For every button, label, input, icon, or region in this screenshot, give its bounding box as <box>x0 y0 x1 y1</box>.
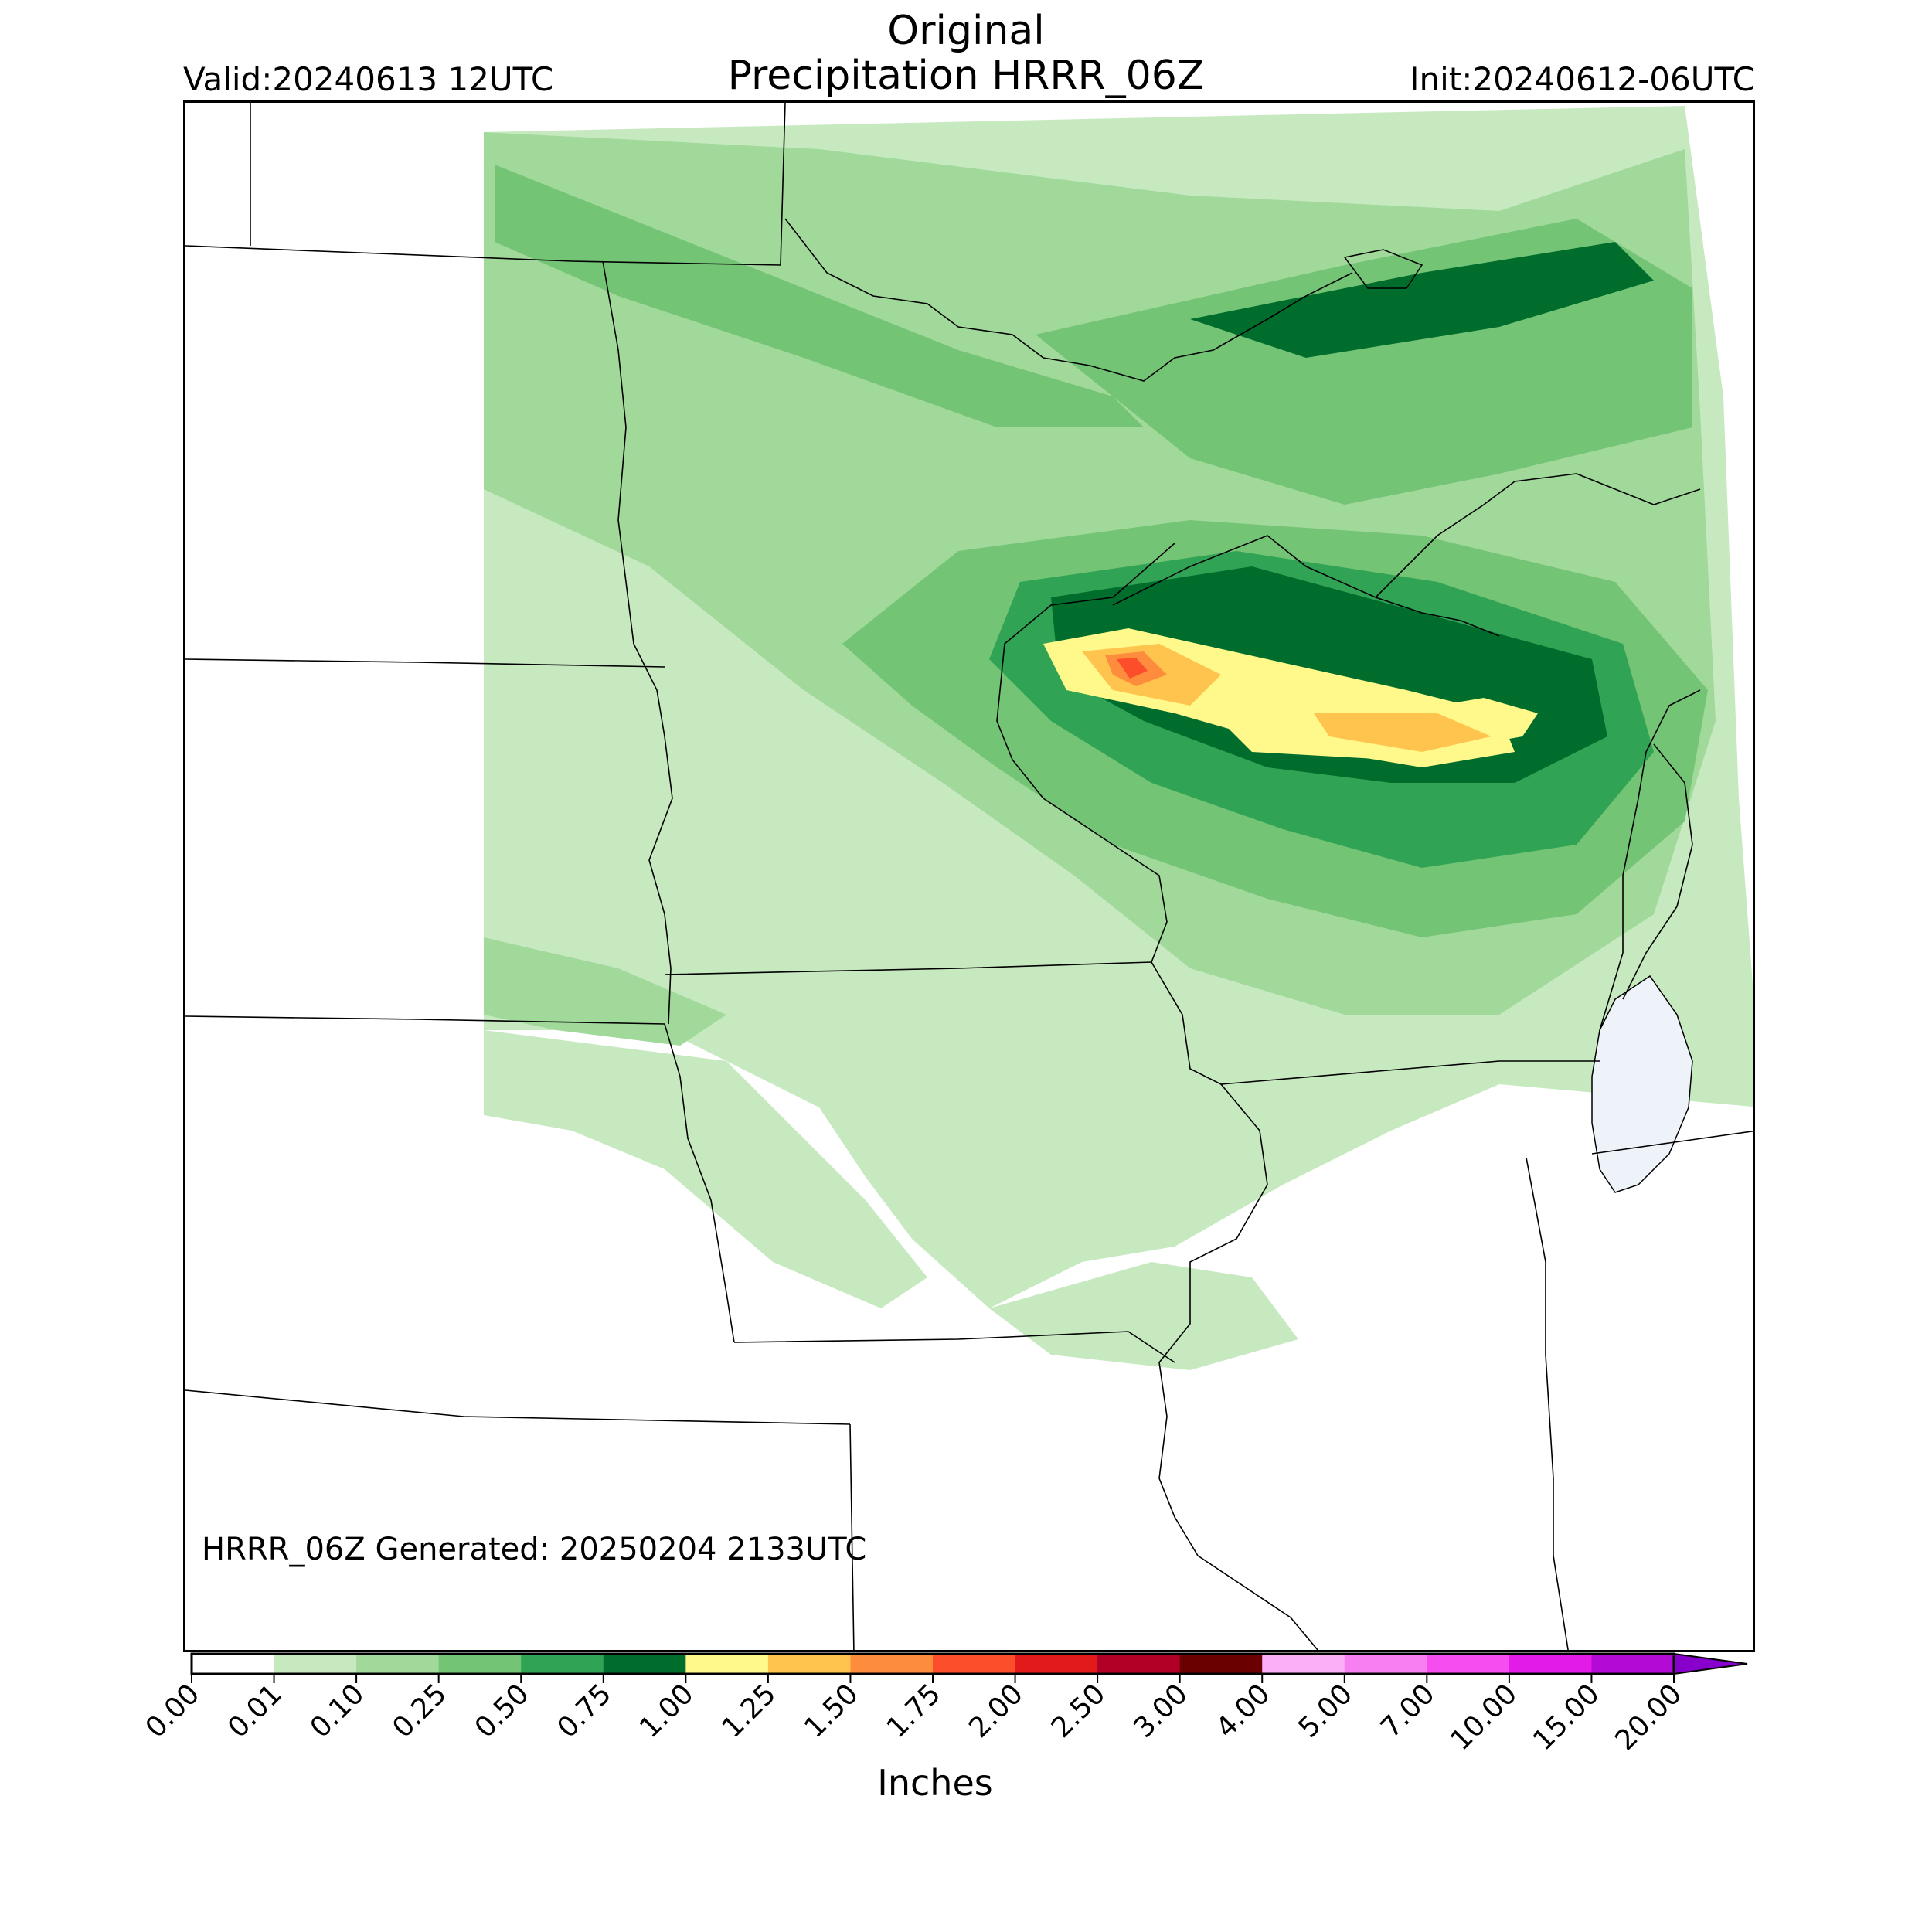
colorbar-segments <box>190 1652 1748 1675</box>
colorbar-tick-label: 0.50 <box>469 1678 536 1744</box>
precip-moderate-band-south <box>484 937 726 1046</box>
lake-superior-coast-island <box>1343 249 1423 289</box>
colorbar-tick-label: 20.00 <box>1609 1678 1688 1757</box>
colorbar-tick-label: 0.75 <box>551 1678 617 1744</box>
colorbar-tick-label: 0.25 <box>386 1678 453 1744</box>
colorbar-tick-label: 0.10 <box>304 1678 371 1744</box>
colorbar-segment <box>1344 1654 1427 1674</box>
colorbar-tick-label: 1.00 <box>634 1678 700 1744</box>
colorbar-tick-label: 2.00 <box>963 1678 1029 1744</box>
precipitation-field <box>484 106 1753 1370</box>
colorbar-tick-label: 7.00 <box>1375 1678 1441 1744</box>
colorbar-segment <box>1427 1654 1510 1674</box>
colorbar-segment <box>356 1654 440 1674</box>
precip-deep-red-spot <box>1117 658 1148 679</box>
precip-light-south-b <box>989 1262 1298 1370</box>
colorbar-tick-label: 4.00 <box>1210 1678 1277 1744</box>
colorbar-segment <box>1179 1654 1263 1674</box>
colorbar-tick-label: 0.00 <box>140 1678 206 1744</box>
boundary-mn-west <box>602 260 673 1025</box>
boundary-nd-sd <box>185 658 665 668</box>
boundary-michigan-west-coast <box>1599 689 1701 1031</box>
colorbar-tick-label: 15.00 <box>1527 1678 1606 1757</box>
precip-light-south-a <box>484 1030 927 1308</box>
boundary-lower-michigan <box>1622 743 1693 1000</box>
colorbar-segment <box>521 1654 604 1674</box>
colorbar-tick-label: 2.50 <box>1046 1678 1112 1744</box>
boundary-mn-north-shore <box>784 218 1353 382</box>
init-time-label: Init:20240612-06UTC <box>1410 60 1755 98</box>
colorbar-tick-label: 10.00 <box>1444 1678 1523 1757</box>
colorbar-segment <box>192 1654 275 1674</box>
colorbar-segment <box>1262 1654 1345 1674</box>
boundary-il-in <box>1526 1157 1569 1650</box>
boundary-wi-il <box>1220 1060 1600 1085</box>
colorbar-segment <box>685 1654 769 1674</box>
map-generated-annotation: HRRR_06Z Generated: 20250204 2133UTC <box>202 1532 866 1567</box>
boundary-mn-ia <box>664 961 1152 975</box>
precipitation-map: HRRR_06Z Generated: 20250204 2133UTC <box>183 100 1755 1652</box>
colorbar-segment <box>603 1654 686 1674</box>
precip-green-band-1 <box>495 165 1144 427</box>
valid-time-label: Valid:20240613 12UTC <box>183 60 554 98</box>
colorbar-tick-label: 5.00 <box>1292 1678 1359 1744</box>
boundary-ne-ks <box>185 1389 851 1425</box>
boundary-mi-wi-up <box>1112 535 1500 637</box>
colorbar-segment <box>438 1654 522 1674</box>
colorbar-ticks: 0.00 0.01 0.10 0.25 0.50 0.75 1.00 1.25 1.50 1.75… <box>140 1674 1688 1757</box>
precip-orange-streak <box>1314 713 1492 752</box>
boundary-mn-wi <box>996 543 1175 963</box>
colorbar-segment <box>1097 1654 1181 1674</box>
colorbar-segment <box>1015 1654 1098 1674</box>
colorbar-segment <box>933 1654 1016 1674</box>
colorbar-tick-label: 1.25 <box>716 1678 783 1744</box>
boundary-ia-west <box>664 1023 735 1343</box>
boundary-mi-up-south <box>1375 473 1701 598</box>
colorbar-tick-label: 0.01 <box>222 1678 288 1744</box>
boundary-ia-il-river <box>1151 961 1268 1556</box>
colorbar-segment <box>1591 1654 1675 1674</box>
state-boundaries <box>185 103 1753 1650</box>
precip-dark-streak-north <box>1190 242 1654 358</box>
colorbar-segment <box>767 1654 851 1674</box>
title-line-2: Precipitation HRRR_06Z <box>727 53 1205 99</box>
colorbar-segment <box>1509 1654 1592 1674</box>
boundary-mo-ar <box>1197 1555 1319 1650</box>
boundary-canada-nd <box>185 245 781 266</box>
colorbar-segment <box>850 1654 934 1674</box>
boundary-canada-mn <box>780 103 786 266</box>
colorbar-tick-label: 1.75 <box>881 1678 947 1744</box>
boundary-ks-mo <box>849 1423 855 1650</box>
title-line-1: Original <box>887 8 1045 54</box>
colorbar-segment <box>274 1654 357 1674</box>
colorbar-tick-label: 1.50 <box>798 1678 865 1744</box>
map-canvas: HRRR_06Z Generated: 20250204 2133UTC <box>185 103 1753 1650</box>
colorbar-tick-label: 3.00 <box>1128 1678 1194 1744</box>
colorbar-label: Inches <box>877 1762 993 1804</box>
boundary-in-mi <box>1591 1131 1753 1155</box>
boundary-ia-mo <box>733 1331 1175 1363</box>
boundary-sd-ne <box>185 1015 665 1025</box>
colorbar-extend-arrow <box>1673 1652 1748 1675</box>
